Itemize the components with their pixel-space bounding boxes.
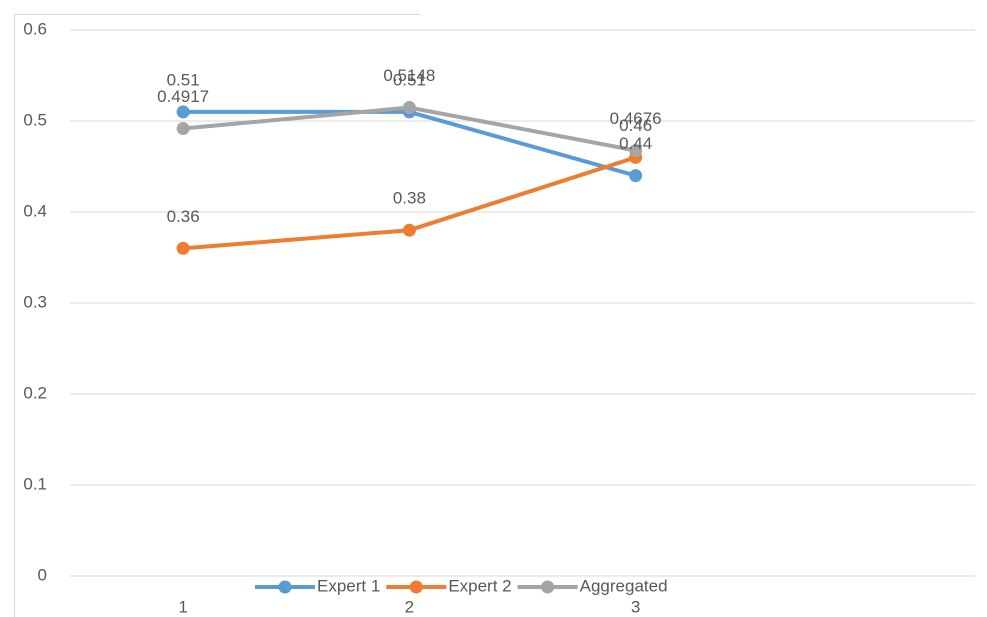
- data-label: 0.5148: [383, 66, 435, 85]
- y-tick-label: 0.5: [23, 110, 47, 129]
- point: [402, 223, 416, 237]
- y-tick-label: 0.6: [23, 19, 47, 38]
- y-tick-label: 0.1: [23, 474, 47, 493]
- legend-marker: [409, 580, 423, 594]
- data-label: 0.51: [167, 70, 200, 89]
- data-label: 0.36: [167, 207, 200, 226]
- y-tick-label: 0.2: [23, 383, 47, 402]
- point: [176, 122, 190, 136]
- legend-label: Aggregated: [580, 576, 668, 595]
- data-label: 0.4917: [157, 87, 209, 106]
- point: [176, 105, 190, 119]
- y-tick-label: 0.3: [23, 292, 47, 311]
- point: [629, 169, 643, 183]
- point: [629, 143, 643, 157]
- data-label: 0.51: [393, 70, 426, 89]
- point: [402, 101, 416, 115]
- x-tick-label: 1: [178, 597, 187, 616]
- legend-marker: [278, 580, 292, 594]
- x-tick-label: 3: [631, 597, 640, 616]
- data-label: 0.44: [619, 134, 652, 153]
- legend-label: Expert 2: [448, 576, 511, 595]
- y-tick-label: 0.4: [23, 201, 47, 220]
- data-label: 0.38: [393, 189, 426, 208]
- legend-label: Expert 1: [317, 576, 380, 595]
- y-tick-label: 0: [38, 565, 47, 584]
- legend-marker: [541, 580, 555, 594]
- x-tick-label: 2: [405, 597, 414, 616]
- data-label: 0.46: [619, 116, 652, 135]
- data-label: 0.4676: [610, 109, 662, 128]
- point: [176, 241, 190, 255]
